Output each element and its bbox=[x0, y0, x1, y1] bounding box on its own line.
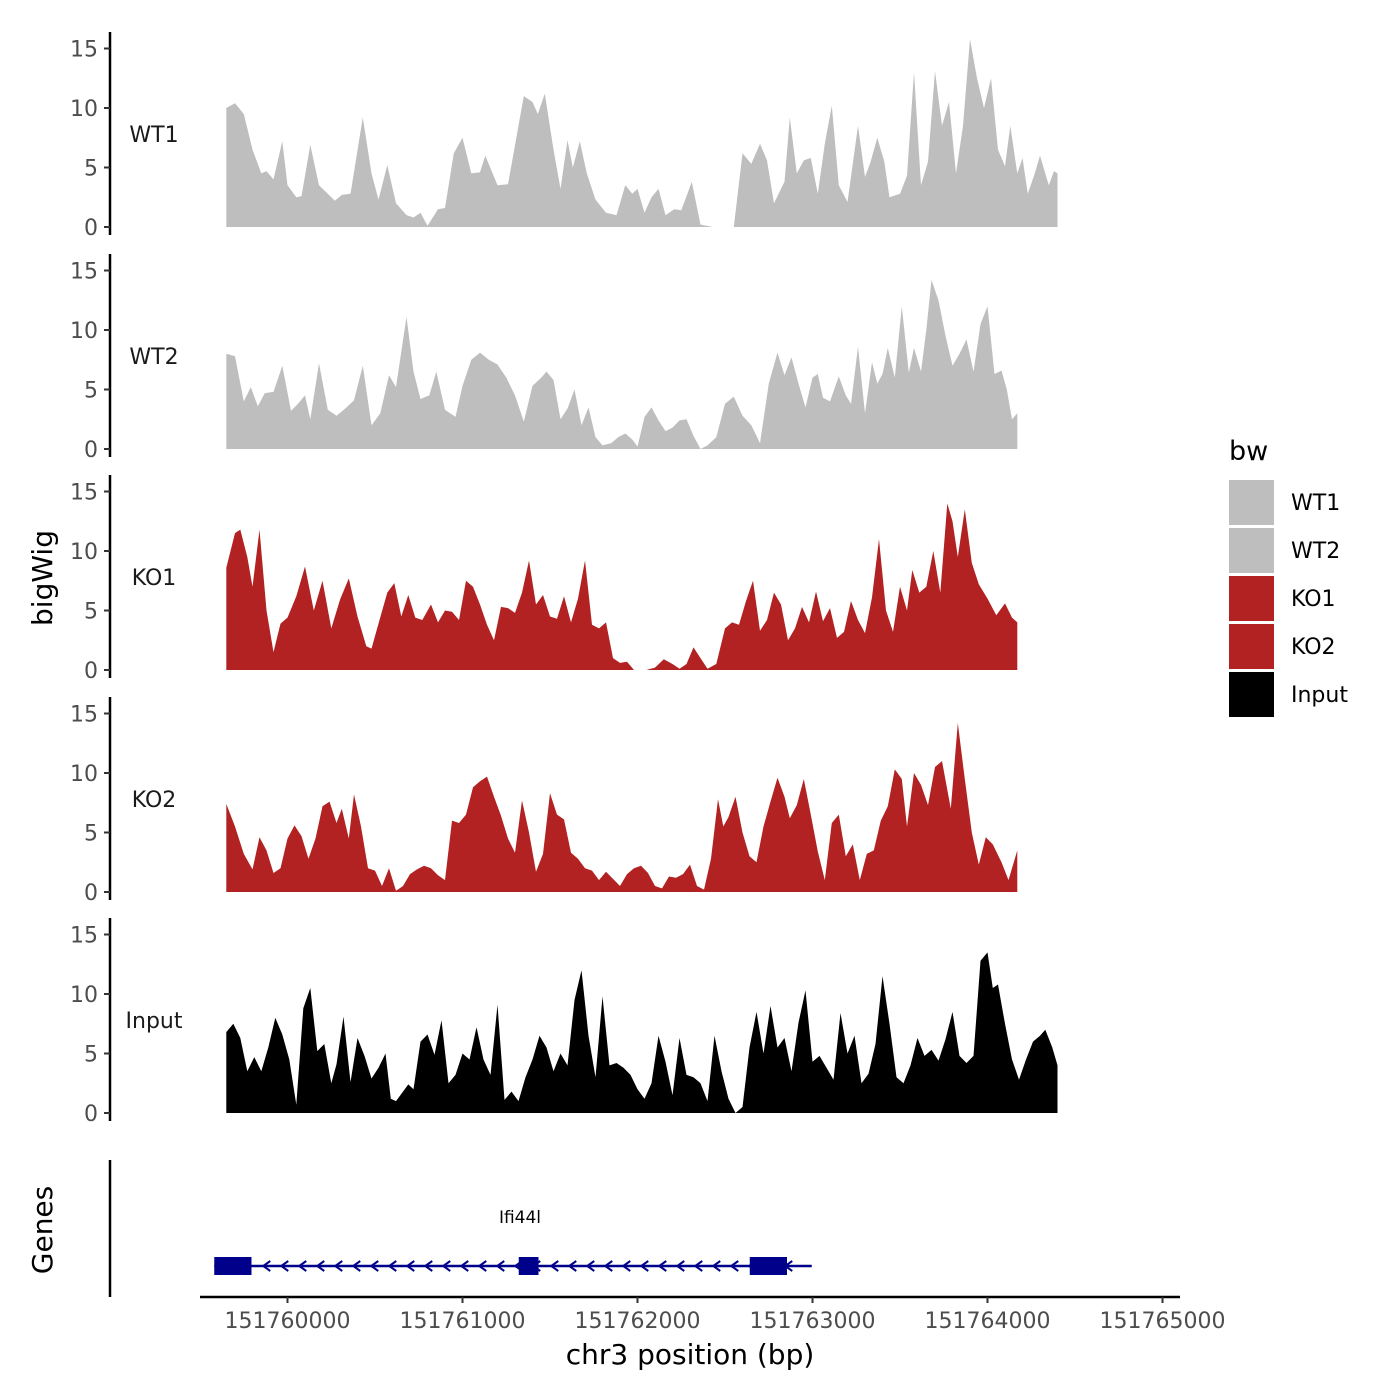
y-tick-label: 10 bbox=[70, 97, 98, 122]
legend-item-wt1: WT1 bbox=[1229, 480, 1340, 525]
legend-swatch bbox=[1229, 624, 1274, 669]
strand-arrow bbox=[495, 1260, 505, 1272]
legend-item-ko1: KO1 bbox=[1229, 576, 1336, 621]
y-tick-label: 5 bbox=[84, 157, 98, 182]
genes-panel: Ifi44l bbox=[108, 1160, 812, 1297]
gene-exon bbox=[749, 1257, 787, 1275]
legend-item-input: Input bbox=[1229, 672, 1348, 717]
signal-area-input bbox=[226, 952, 1058, 1113]
legend-label: WT2 bbox=[1291, 539, 1340, 564]
y-tick-label: 10 bbox=[70, 762, 98, 787]
legend-title: bw bbox=[1229, 436, 1268, 467]
legend-swatch bbox=[1229, 576, 1274, 621]
y-tick-label: 0 bbox=[84, 438, 98, 463]
strand-arrow bbox=[261, 1260, 271, 1272]
signal-area-ko2 bbox=[226, 723, 1018, 892]
track-label: Input bbox=[126, 1009, 183, 1034]
y-tick-label: 15 bbox=[70, 481, 98, 506]
x-tick-label: 151760000 bbox=[225, 1309, 351, 1334]
y-tick-label: 10 bbox=[70, 319, 98, 344]
strand-arrow bbox=[369, 1260, 379, 1272]
legend-item-ko2: KO2 bbox=[1229, 624, 1336, 669]
legend-label: WT1 bbox=[1291, 491, 1340, 516]
legend-swatch bbox=[1229, 528, 1274, 573]
y-tick-label: 10 bbox=[70, 983, 98, 1008]
gene-exon bbox=[518, 1257, 539, 1275]
x-tick-label: 151765000 bbox=[1100, 1309, 1226, 1334]
x-axis: 151760000 151761000 151762000 151763000 1517… bbox=[200, 1295, 1226, 1334]
x-tick-label: 151761000 bbox=[400, 1309, 526, 1334]
track-label: KO1 bbox=[132, 566, 177, 591]
strand-arrow bbox=[693, 1260, 703, 1272]
strand-arrow bbox=[279, 1260, 289, 1272]
gene-exon bbox=[214, 1257, 252, 1275]
strand-arrow bbox=[315, 1260, 325, 1272]
strand-arrow bbox=[477, 1260, 487, 1272]
y-tick-label: 10 bbox=[70, 540, 98, 565]
legend-item-wt2: WT2 bbox=[1229, 528, 1340, 573]
strand-arrow bbox=[657, 1260, 667, 1272]
signal-area-wt1 bbox=[226, 39, 1058, 227]
strand-arrow bbox=[675, 1260, 685, 1272]
genes-panel-title: Genes bbox=[26, 1186, 59, 1274]
y-tick-label: 0 bbox=[84, 1102, 98, 1127]
track-wt1: 0 5 10 15 WT1 bbox=[70, 32, 1058, 241]
strand-arrow bbox=[567, 1260, 577, 1272]
track-label: WT2 bbox=[129, 345, 178, 370]
legend: bw WT1 WT2 KO1 KO2 Input bbox=[1229, 436, 1348, 717]
track-ko2: 0 5 10 15 KO2 bbox=[70, 697, 1018, 906]
strand-arrow bbox=[423, 1260, 433, 1272]
y-tick-label: 15 bbox=[70, 703, 98, 728]
x-tick-label: 151763000 bbox=[750, 1309, 876, 1334]
y-tick-label: 15 bbox=[70, 924, 98, 949]
legend-swatch bbox=[1229, 672, 1274, 717]
strand-arrow bbox=[729, 1260, 739, 1272]
strand-arrow bbox=[711, 1260, 721, 1272]
track-wt2: 0 5 10 15 WT2 bbox=[70, 254, 1018, 463]
y-tick-label: 5 bbox=[84, 379, 98, 404]
track-label: WT1 bbox=[129, 123, 178, 148]
legend-swatch bbox=[1229, 480, 1274, 525]
track-label: KO2 bbox=[132, 788, 177, 813]
strand-arrow bbox=[351, 1260, 361, 1272]
y-tick-label: 0 bbox=[84, 881, 98, 906]
y-axis-title: bigWig bbox=[26, 530, 59, 626]
strand-arrow bbox=[297, 1260, 307, 1272]
legend-label: Input bbox=[1291, 683, 1348, 708]
signal-area-ko1 bbox=[226, 503, 1018, 670]
track-input: 0 5 10 15 Input bbox=[70, 918, 1058, 1127]
legend-label: KO2 bbox=[1291, 635, 1336, 660]
track-ko1: 0 5 10 15 KO1 bbox=[70, 475, 1018, 684]
strand-arrow bbox=[387, 1260, 397, 1272]
gene-name-label: Ifi44l bbox=[499, 1208, 541, 1228]
strand-arrow bbox=[639, 1260, 649, 1272]
strand-arrow bbox=[333, 1260, 343, 1272]
strand-arrow bbox=[603, 1260, 613, 1272]
x-tick-label: 151762000 bbox=[575, 1309, 701, 1334]
strand-arrow bbox=[441, 1260, 451, 1272]
strand-arrow bbox=[459, 1260, 469, 1272]
y-tick-label: 0 bbox=[84, 659, 98, 684]
signal-tracks: 0 5 10 15 WT1 0 5 10 15 WT2 0 5 10 15 KO1 0 5 10 15 KO2 0 5 10… bbox=[70, 32, 1058, 1127]
y-tick-label: 5 bbox=[84, 822, 98, 847]
y-tick-label: 5 bbox=[84, 600, 98, 625]
y-tick-label: 15 bbox=[70, 38, 98, 63]
y-tick-label: 5 bbox=[84, 1043, 98, 1068]
strand-arrow bbox=[405, 1260, 415, 1272]
strand-arrow bbox=[549, 1260, 559, 1272]
y-tick-label: 15 bbox=[70, 260, 98, 285]
x-axis-title: chr3 position (bp) bbox=[566, 1338, 815, 1371]
strand-arrow bbox=[621, 1260, 631, 1272]
x-tick-label: 151764000 bbox=[925, 1309, 1051, 1334]
y-tick-label: 0 bbox=[84, 216, 98, 241]
gene-model-ifi44l: Ifi44l bbox=[214, 1208, 812, 1275]
signal-area-wt2 bbox=[226, 280, 1018, 449]
strand-arrow bbox=[585, 1260, 595, 1272]
legend-label: KO1 bbox=[1291, 587, 1336, 612]
